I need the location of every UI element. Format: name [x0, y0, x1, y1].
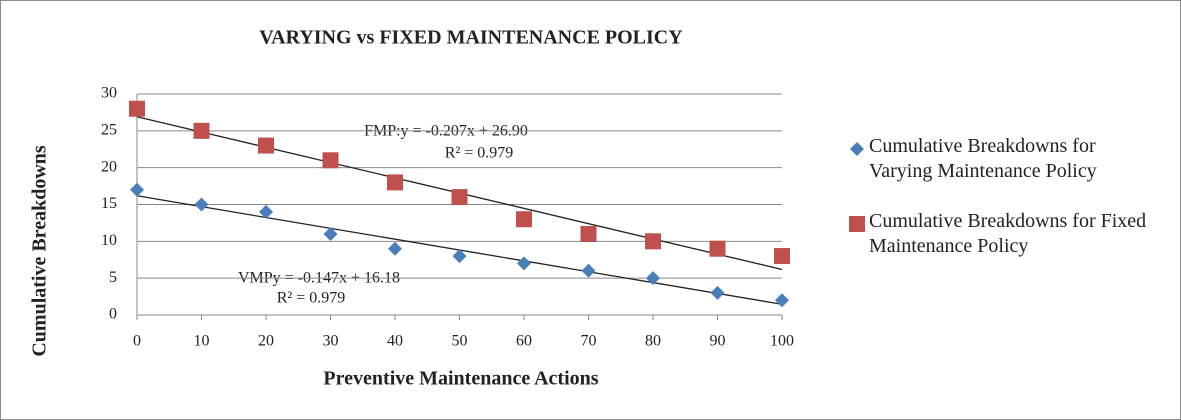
x-tick-label: 0 [133, 333, 141, 350]
x-tick-label: 50 [452, 333, 468, 350]
x-tick-label: 100 [770, 333, 794, 350]
point [130, 182, 144, 197]
point [259, 204, 273, 219]
legend-marker [850, 142, 864, 156]
x-tick-label: 40 [387, 333, 403, 350]
point [129, 100, 145, 117]
point [387, 174, 403, 191]
annotation: R² = 0.979 [277, 290, 346, 307]
point [451, 189, 468, 206]
point [646, 271, 660, 286]
point [517, 256, 531, 271]
legend-label: Cumulative Breakdowns for Varying Mainte… [869, 135, 1097, 182]
point [850, 142, 864, 156]
x-tick-label: 60 [516, 333, 532, 350]
x-tick-label: 90 [710, 333, 726, 350]
point [452, 249, 467, 264]
y-tick-label: 15 [101, 195, 117, 212]
point [709, 240, 726, 257]
point [580, 225, 597, 242]
point [322, 152, 339, 169]
point [193, 122, 210, 139]
y-tick-label: 5 [109, 269, 117, 286]
point [775, 293, 789, 308]
point [710, 285, 725, 300]
y-tick-label: 20 [101, 158, 117, 175]
legend-marker [849, 216, 865, 232]
x-tick-label: 20 [258, 333, 274, 350]
x-axis-label: Preventive Maintenance Actions [323, 368, 598, 390]
point [774, 248, 790, 265]
x-tick-label: 80 [645, 333, 661, 350]
legend-label: Cumulative Breakdowns for Fixed Maintena… [869, 210, 1147, 257]
y-tick-label: 10 [101, 232, 117, 249]
x-tick-label: 70 [581, 333, 597, 350]
point [258, 137, 274, 154]
point [194, 197, 209, 212]
x-tick-label: 30 [323, 333, 339, 350]
point [516, 211, 532, 228]
y-tick-label: 0 [109, 306, 117, 323]
chart-title: VARYING vs FIXED MAINTENANCE POLICY [259, 27, 683, 49]
point [323, 226, 338, 241]
x-tick-label: 10 [194, 333, 210, 350]
point [388, 241, 402, 256]
point [849, 216, 865, 232]
y-tick-label: 30 [101, 85, 117, 102]
y-axis-label: Cumulative Breakdowns [29, 145, 51, 357]
point [645, 233, 661, 250]
annotation: R² = 0.979 [445, 145, 514, 162]
point [581, 263, 596, 278]
y-tick-label: 25 [101, 122, 117, 139]
